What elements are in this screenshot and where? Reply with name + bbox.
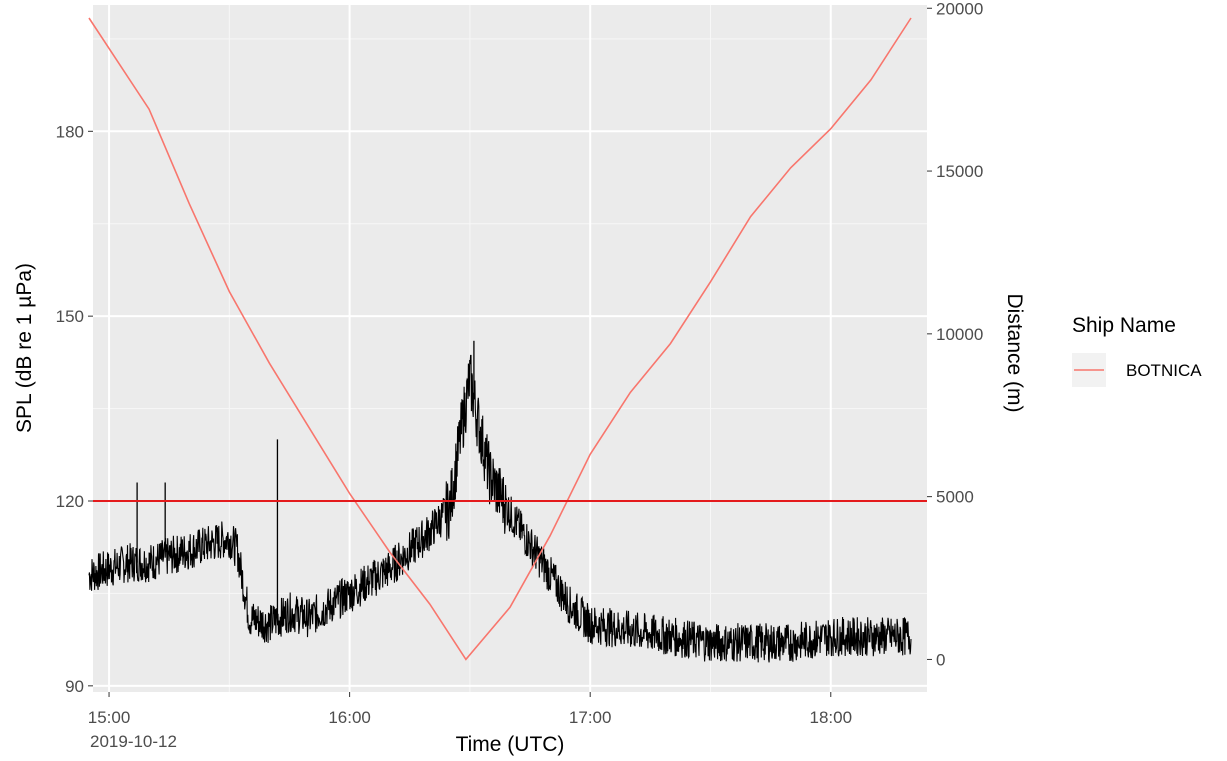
left-axis: 90 120 150 180 — [56, 122, 93, 696]
x-axis-title: Time (UTC) — [456, 733, 565, 756]
y-axis-title: SPL (dB re 1 µPa) — [13, 263, 36, 433]
x-axis: 15:00 16:00 17:00 18:00 — [88, 692, 852, 727]
x-tick-label: 17:00 — [569, 708, 612, 727]
y-tick-label: 180 — [56, 122, 84, 141]
y-tick-label: 120 — [56, 492, 84, 511]
right-axis: 0 5000 10000 15000 20000 — [927, 0, 983, 669]
y2-tick-label: 15000 — [936, 162, 983, 181]
legend-label: BOTNICA — [1126, 361, 1202, 380]
x-tick-label: 15:00 — [88, 708, 131, 727]
y2-tick-label: 10000 — [936, 325, 983, 344]
y2-tick-label: 20000 — [936, 0, 983, 18]
spl-line — [88, 354, 912, 663]
legend: Ship Name BOTNICA — [1072, 314, 1202, 387]
y-tick-label: 90 — [65, 677, 84, 696]
plot-panel — [93, 5, 927, 692]
x-date-label: 2019-10-12 — [90, 732, 177, 751]
y-tick-label: 150 — [56, 307, 84, 326]
legend-title: Ship Name — [1072, 314, 1176, 337]
y2-axis-title: Distance (m) — [1003, 293, 1026, 412]
series-lines — [88, 17, 912, 663]
y2-tick-label: 5000 — [936, 488, 974, 507]
distance-line-botnica — [88, 17, 912, 661]
y2-tick-label: 0 — [936, 650, 945, 669]
x-tick-label: 16:00 — [328, 708, 371, 727]
grid-minor — [93, 5, 927, 692]
x-tick-label: 18:00 — [809, 708, 852, 727]
